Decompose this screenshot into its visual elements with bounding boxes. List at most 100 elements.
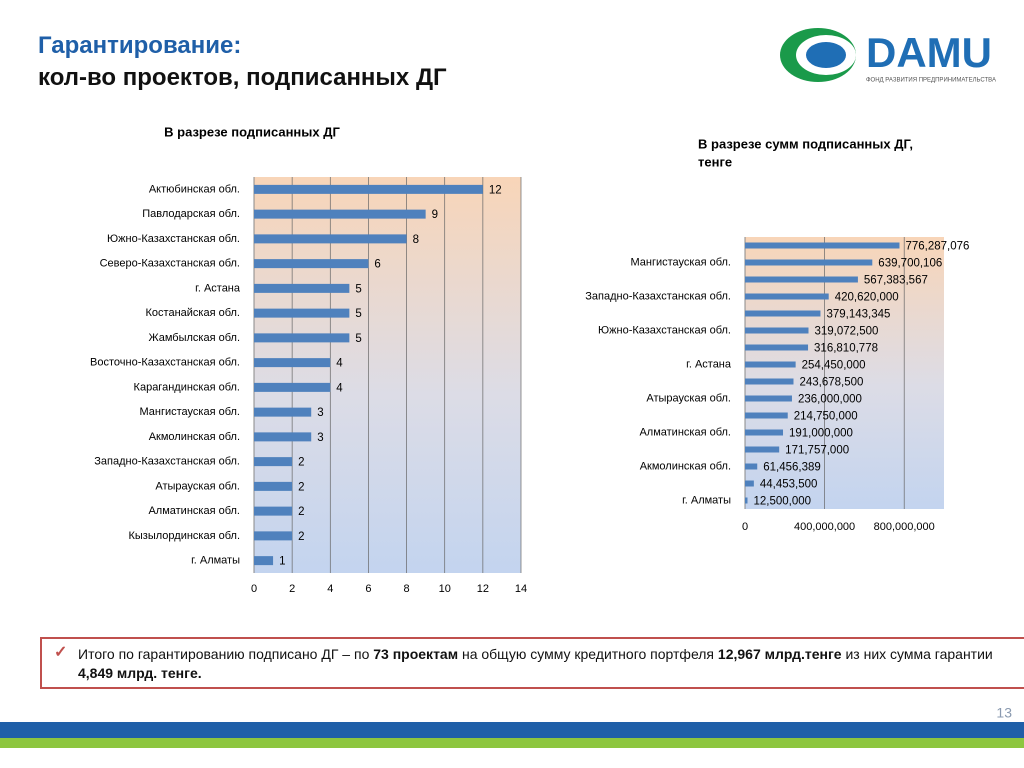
data-label: 2	[298, 481, 304, 493]
y-tick-label: Павлодарская обл.	[142, 208, 240, 220]
y-tick-label: г. Алматы	[191, 555, 240, 567]
summary-part: из них сумма гарантии	[841, 646, 993, 662]
bar	[254, 184, 483, 194]
bar	[254, 259, 369, 269]
x-tick-label: 8	[404, 583, 410, 595]
bar	[745, 446, 780, 453]
data-label: 6	[374, 259, 380, 271]
bar	[745, 293, 829, 300]
data-label: 2	[298, 506, 304, 518]
data-label: 236,000,000	[798, 394, 862, 406]
data-label: 3	[317, 432, 323, 444]
bar	[745, 412, 788, 419]
page-number: 13	[996, 705, 1012, 721]
y-tick-label: Северо-Казахстанская обл.	[100, 258, 240, 270]
data-label: 9	[432, 209, 438, 221]
bar	[745, 378, 794, 385]
footer-stripe	[0, 738, 1024, 748]
data-label: 5	[355, 283, 361, 295]
bar	[745, 361, 796, 368]
bar	[254, 432, 312, 442]
data-label: 12,500,000	[753, 496, 811, 508]
summary-part: Итого по гарантированию подписано ДГ – п…	[78, 646, 374, 662]
data-label: 171,757,000	[785, 445, 849, 457]
bar	[745, 276, 858, 283]
data-label: 639,700,106	[878, 258, 942, 270]
bar	[254, 407, 312, 417]
logo-name: DAMU	[866, 29, 992, 76]
y-tick-label: Южно-Казахстанская обл.	[107, 233, 240, 245]
x-tick-label: 14	[515, 583, 527, 595]
y-tick-label: Алматинская обл.	[639, 426, 731, 438]
summary-part: на общую сумму кредитного портфеля	[458, 646, 718, 662]
data-label: 5	[355, 333, 361, 345]
y-tick-label: Акмолинская обл.	[640, 460, 731, 472]
data-label: 191,000,000	[789, 428, 853, 440]
data-label: 243,678,500	[799, 377, 863, 389]
data-label: 2	[298, 531, 304, 543]
data-label: 44,453,500	[760, 479, 818, 491]
bar	[254, 308, 350, 318]
y-tick-label: Атырауская обл.	[646, 392, 731, 404]
bar	[745, 429, 784, 436]
y-tick-label: Западно-Казахстанская обл.	[585, 290, 731, 302]
bar	[745, 344, 809, 351]
bar	[745, 327, 809, 334]
y-tick-label: г. Астана	[686, 358, 732, 370]
bar	[254, 209, 426, 219]
logo-swoosh	[806, 42, 846, 68]
data-label: 2	[298, 457, 304, 469]
data-label: 420,620,000	[835, 292, 899, 304]
x-tick-label: 10	[439, 583, 451, 595]
bar	[745, 259, 873, 266]
title-line: кол-во проектов, подписанных ДГ	[38, 64, 447, 91]
y-tick-label: Актюбинская обл.	[149, 183, 240, 195]
bar	[254, 283, 350, 293]
bar	[745, 497, 748, 504]
data-label: 8	[413, 234, 419, 246]
data-label: 567,383,567	[864, 275, 928, 287]
summary-bold: 4,849 млрд. тенге.	[78, 665, 202, 681]
data-label: 379,143,345	[826, 309, 890, 321]
data-label: 4	[336, 358, 343, 370]
data-label: 776,287,076	[905, 241, 969, 253]
footer-stripe	[0, 722, 1024, 738]
y-tick-label: Акмолинская обл.	[149, 431, 240, 443]
x-tick-label: 0	[251, 583, 257, 595]
x-tick-label: 2	[289, 583, 295, 595]
data-label: 214,750,000	[794, 411, 858, 423]
bar	[254, 234, 407, 244]
title-line: Гарантирование:	[38, 32, 242, 59]
bar	[254, 457, 293, 467]
data-label: 4	[336, 382, 343, 394]
data-label: 254,450,000	[802, 360, 866, 372]
data-label: 3	[317, 407, 323, 419]
x-tick-label: 12	[477, 583, 489, 595]
logo: DAMU ФОНД РАЗВИТИЯ ПРЕДПРИНИМАТЕЛЬСТВА	[780, 28, 996, 84]
x-tick-label: 400,000,000	[794, 521, 855, 533]
y-tick-label: г. Астана	[195, 282, 241, 294]
y-tick-label: Алматинская обл.	[148, 505, 240, 517]
bar	[254, 481, 293, 491]
data-label: 319,072,500	[814, 326, 878, 338]
bar	[254, 382, 331, 392]
bar	[745, 310, 821, 317]
summary-box: ✓ Итого по гарантированию подписано ДГ –…	[40, 637, 1024, 689]
summary-bold: 12,967 млрд.тенге	[717, 646, 842, 662]
bar	[254, 358, 331, 368]
bar	[254, 506, 293, 516]
bar	[254, 556, 274, 566]
y-tick-label: Южно-Казахстанская обл.	[598, 324, 731, 336]
x-tick-label: 0	[742, 521, 748, 533]
data-label: 1	[279, 556, 285, 568]
chart-title: В разрезе сумм подписанных ДГ,	[698, 136, 913, 151]
y-tick-label: Мангистауская обл.	[630, 256, 731, 268]
data-label: 12	[489, 184, 502, 196]
bar	[254, 531, 293, 541]
bar	[745, 242, 900, 249]
bar	[745, 463, 758, 470]
chart-title: тенге	[698, 154, 732, 169]
summary-text: Итого по гарантированию подписано ДГ – п…	[78, 646, 993, 681]
